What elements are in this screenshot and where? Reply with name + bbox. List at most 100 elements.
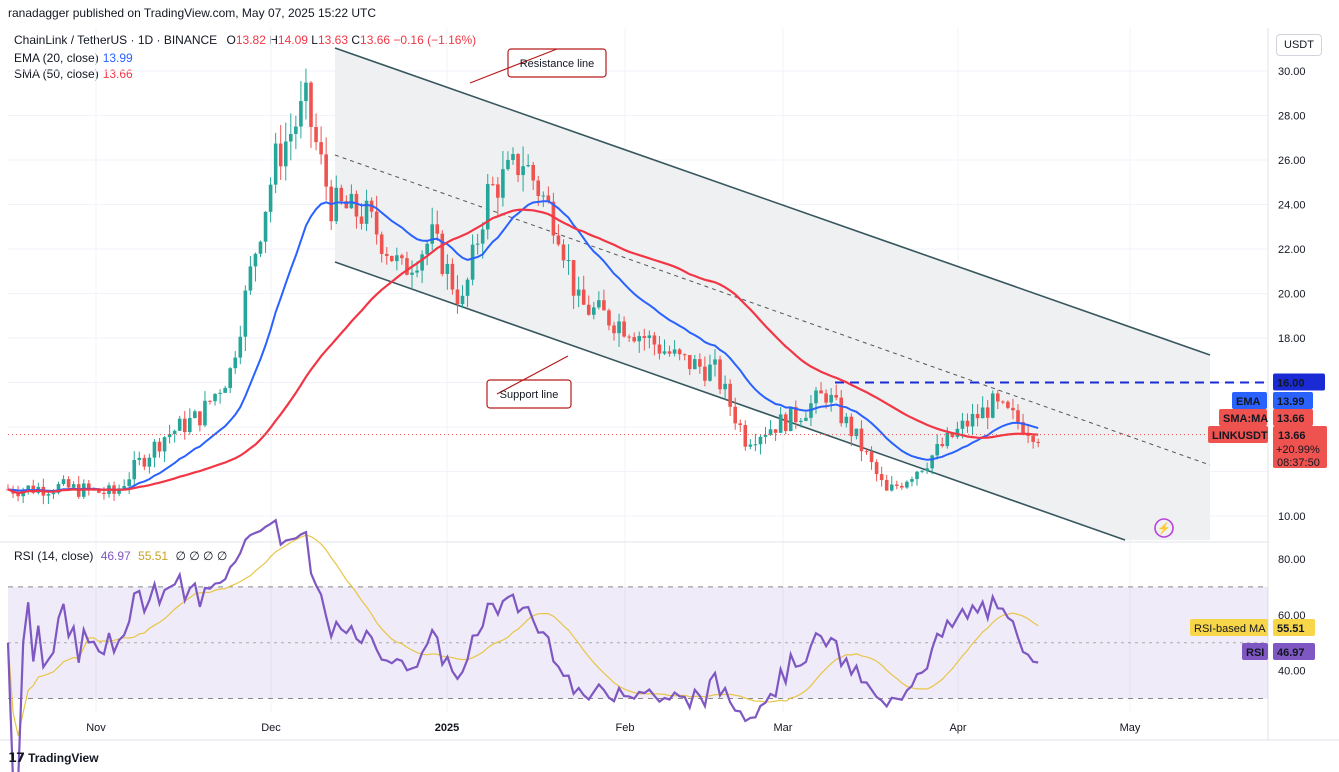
candle-body-166	[844, 416, 849, 424]
candle-body-88	[450, 263, 455, 290]
candle-body-126	[642, 336, 647, 339]
candle-body-137	[698, 359, 702, 367]
candle-body-200	[1016, 410, 1020, 422]
candle-body-25	[132, 459, 137, 480]
sma-name-tag-bg	[1219, 409, 1267, 426]
candle-body-58	[299, 101, 303, 127]
candle-body-196	[996, 393, 1000, 402]
candle-body-183	[930, 455, 934, 469]
rsi-value-tag: 46.97	[1277, 647, 1305, 659]
last-price-value: 13.66	[1278, 430, 1306, 442]
currency-selector[interactable]: USDT	[1276, 34, 1322, 56]
candle-body-193	[980, 407, 985, 419]
candle-body-162	[824, 393, 828, 403]
candle-body-116	[592, 307, 596, 315]
candle-body-45	[233, 357, 238, 369]
ema-name-tag: EMA	[1236, 396, 1261, 408]
candle-body-131	[667, 351, 672, 354]
candle-body-35	[182, 418, 187, 433]
candle-body-149	[758, 436, 763, 445]
resistance-annotation-text: Resistance line	[520, 58, 595, 70]
candle-body-156	[794, 406, 798, 423]
candle-body-84	[430, 224, 434, 244]
candle-body-52	[268, 184, 273, 212]
ohlc-close: C13.66	[351, 33, 391, 47]
candle-body-85	[435, 224, 440, 234]
candle-body-198	[1006, 401, 1010, 408]
candle-body-80	[410, 272, 414, 275]
candle-body-86	[440, 233, 445, 274]
y-tick-3: 24.00	[1278, 200, 1306, 212]
ema-legend: EMA (20, close) 13.99	[14, 51, 133, 65]
candle-body-195	[990, 393, 995, 418]
candle-body-8	[46, 494, 51, 496]
y-tick-0: 30.00	[1278, 66, 1306, 78]
candle-body-27	[142, 457, 147, 467]
sma-line	[7, 208, 1039, 495]
candle-body-61	[314, 126, 318, 143]
candle-body-112	[571, 260, 576, 296]
candle-body-186	[945, 432, 950, 447]
candle-body-73	[374, 211, 379, 235]
candle-body-111	[566, 260, 571, 262]
y-tick-8: 10.00	[1278, 511, 1306, 523]
candle-body-91	[465, 279, 470, 296]
x-tick-1: Dec	[261, 722, 281, 734]
replay-icon	[1154, 518, 1174, 538]
rsi-line	[6, 518, 1039, 772]
level-16-tag: 16.00	[1277, 378, 1305, 390]
candle-body-108	[551, 201, 556, 236]
price-change: −0.16 (−1.16%)	[393, 33, 477, 47]
candle-body-192	[975, 413, 980, 419]
candle-body-37	[193, 411, 197, 419]
candle-body-100	[511, 154, 515, 160]
ema-name-tag-bg	[1232, 392, 1267, 409]
candle-body-179	[910, 479, 914, 482]
candle-body-2	[16, 493, 20, 497]
rsi-legend: RSI (14, close) 46.97 55.51 ∅ ∅ ∅ ∅	[14, 549, 228, 563]
candle-body-101	[516, 154, 520, 176]
candle-body-46	[238, 336, 243, 358]
rsi-ma-value-tag-bg	[1273, 619, 1315, 636]
candle-body-158	[804, 417, 808, 421]
ohlc-open: O13.82	[226, 33, 266, 47]
candle-body-122	[622, 321, 626, 337]
candle-body-43	[223, 387, 227, 393]
candle-body-199	[1011, 407, 1015, 411]
candle-body-54	[278, 143, 283, 167]
candle-body-105	[536, 180, 541, 196]
candle-body-168	[854, 428, 859, 437]
candle-body-87	[445, 263, 450, 274]
candle-body-12	[66, 479, 71, 488]
candle-body-29	[152, 441, 157, 458]
candle-body-134	[682, 354, 687, 356]
candle-body-57	[294, 126, 298, 134]
candle-body-76	[390, 255, 394, 262]
candle-body-173	[879, 474, 884, 481]
y-tick-1: 28.00	[1278, 111, 1306, 123]
candle-body-170	[864, 451, 869, 453]
rsi-ma-name-tag-bg	[1190, 619, 1268, 636]
candle-body-95	[485, 184, 490, 230]
last-price-tag-bg	[1273, 426, 1327, 468]
candle-body-125	[637, 336, 642, 342]
candle-body-10	[56, 484, 61, 493]
candle-body-172	[874, 462, 879, 475]
candle-body-5	[31, 485, 36, 493]
candle-body-167	[849, 416, 854, 437]
sma-name-tag: SMA:MA	[1223, 413, 1268, 425]
candle-body-132	[672, 349, 677, 354]
candle-body-146	[743, 425, 748, 447]
candle-body-163	[829, 394, 833, 403]
candle-body-142	[723, 383, 727, 390]
candle-body-191	[970, 413, 975, 427]
rsi-name-tag: RSI	[1246, 647, 1264, 659]
symbol-name-tag: LINKUSDT	[1212, 430, 1268, 442]
candle-body-60	[309, 82, 313, 127]
candle-body-154	[783, 414, 788, 432]
candle-body-69	[354, 193, 359, 217]
candle-body-164	[834, 394, 838, 398]
candle-body-161	[819, 390, 823, 394]
rsi-name-tag-bg	[1242, 643, 1268, 660]
